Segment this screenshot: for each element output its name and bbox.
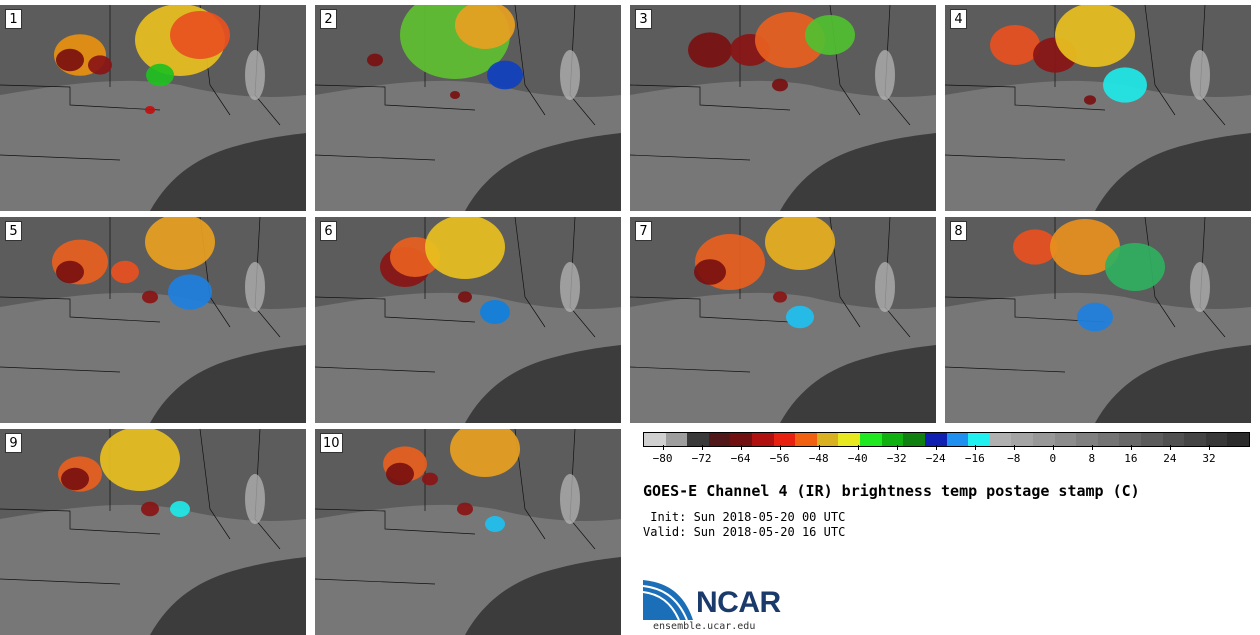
colorbar-swatch [687,433,709,446]
colorbar-tick [1130,445,1132,450]
colorbar-swatch [1162,433,1185,446]
colorbar-swatch [773,433,796,446]
panel-label: 6 [320,221,337,241]
colorbar-swatch [816,433,839,446]
colorbar-tick [662,445,664,450]
panel-label: 5 [5,221,22,241]
colorbar-tick [779,445,781,450]
colorbar-tick-label: −64 [730,452,751,465]
init-time: Init: Sun 2018-05-20 00 UTC [643,510,846,524]
colorbar-swatch [752,433,774,446]
colorbar-swatch [860,433,882,446]
colorbar-swatch [644,433,666,446]
colorbar-tick [857,445,859,450]
colorbar-swatch [881,433,904,446]
colorbar [643,432,1250,447]
colorbar-swatch [665,433,688,446]
map-image [945,5,1251,211]
colorbar-tick-label: −32 [886,452,907,465]
map-panel-8: 8 [945,217,1251,423]
colorbar-tick-label: −80 [652,452,673,465]
colorbar-tick-label: −40 [847,452,868,465]
colorbar-tick-label: −16 [964,452,985,465]
colorbar-tick [1169,445,1171,450]
panel-label: 8 [950,221,967,241]
colorbar-tick [740,445,742,450]
colorbar-tick-label: 32 [1202,452,1216,465]
map-panel-6: 6 [315,217,621,423]
colorbar-tick [1208,445,1210,450]
ncar-logo-text: NCAR [696,586,781,619]
colorbar-tick-label: −48 [808,452,829,465]
colorbar-swatch [1119,433,1142,446]
colorbar-swatch [1076,433,1098,446]
map-panel-5: 5 [0,217,306,423]
map-image [315,217,621,423]
colorbar-swatch [903,433,925,446]
map-image [630,217,936,423]
colorbar-swatch [838,433,861,446]
map-image [0,429,306,635]
colorbar-swatch [795,433,817,446]
colorbar-swatch [924,433,947,446]
colorbar-tick [935,445,937,450]
colorbar-tick-label: 0 [1049,452,1057,465]
colorbar-tick-label: 8 [1088,452,1096,465]
colorbar-tick [1091,445,1093,450]
map-image [315,5,621,211]
colorbar-tick [818,445,820,450]
colorbar-swatch [1032,433,1055,446]
map-panel-9: 9 [0,429,306,635]
colorbar-tick-label: 16 [1124,452,1138,465]
map-panel-3: 3 [630,5,936,211]
colorbar-swatch [708,433,731,446]
colorbar-swatch [1205,433,1228,446]
colorbar-swatch [1097,433,1120,446]
colorbar-tick-label: −24 [925,452,946,465]
panel-label: 7 [635,221,652,241]
figure-title: GOES-E Channel 4 (IR) brightness temp po… [643,482,1140,500]
map-panel-7: 7 [630,217,936,423]
panel-label: 4 [950,9,967,29]
colorbar-swatch [1227,433,1250,446]
colorbar-swatch [1011,433,1033,446]
colorbar-tick [974,445,976,450]
panel-label: 9 [5,433,22,453]
panel-label: 1 [5,9,22,29]
colorbar-tick [1013,445,1015,450]
colorbar-tick [701,445,703,450]
panel-label: 3 [635,9,652,29]
map-panel-4: 4 [945,5,1251,211]
colorbar-swatch [989,433,1012,446]
colorbar-swatch [946,433,969,446]
colorbar-swatch [968,433,990,446]
colorbar-tick [896,445,898,450]
colorbar-tick-label: −72 [691,452,712,465]
colorbar-tick-label: −56 [769,452,790,465]
map-panel-10: 10 [315,429,621,635]
colorbar-swatch [730,433,753,446]
map-image [945,217,1251,423]
colorbar-tick [1052,445,1054,450]
map-image [630,5,936,211]
ncar-logo-icon [643,580,693,620]
map-image [315,429,621,635]
panel-label: 2 [320,9,337,29]
colorbar-tick-label: −8 [1007,452,1021,465]
map-image [0,5,306,211]
colorbar-swatch [1184,433,1206,446]
map-panel-1: 1 [0,5,306,211]
map-panel-2: 2 [315,5,621,211]
valid-time: Valid: Sun 2018-05-20 16 UTC [643,525,846,539]
logo-url: ensemble.ucar.edu [653,621,756,632]
colorbar-tick-label: 24 [1163,452,1177,465]
map-image [0,217,306,423]
colorbar-swatch [1141,433,1163,446]
panel-label: 10 [320,433,343,453]
colorbar-swatch [1054,433,1077,446]
